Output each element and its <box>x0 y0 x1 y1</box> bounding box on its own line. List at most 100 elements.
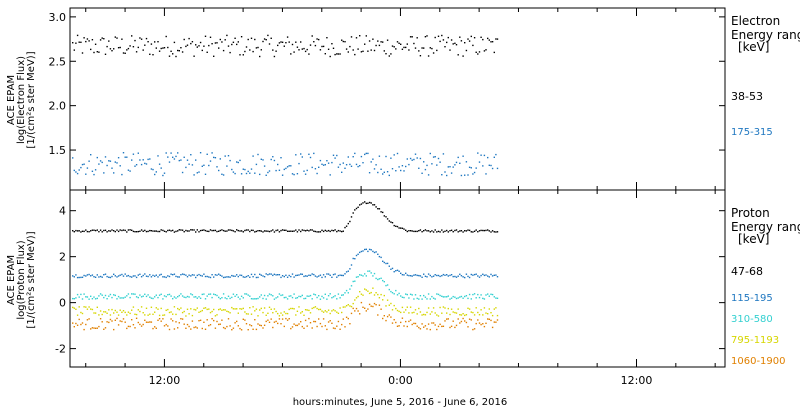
data-point <box>296 310 299 312</box>
data-point <box>155 171 157 173</box>
data-point <box>278 315 281 317</box>
data-point <box>121 320 123 323</box>
data-point <box>278 42 281 44</box>
data-point <box>359 251 361 254</box>
data-point <box>81 322 84 324</box>
data-point <box>405 272 407 274</box>
data-point <box>121 38 123 40</box>
data-point <box>218 296 220 299</box>
data-point <box>190 42 192 45</box>
data-point <box>252 50 254 53</box>
data-point <box>209 160 212 162</box>
data-point <box>94 229 97 232</box>
data-point <box>263 324 266 326</box>
data-point <box>304 275 307 277</box>
data-point <box>496 231 499 233</box>
data-point <box>98 231 100 233</box>
data-point <box>121 229 123 232</box>
data-point <box>85 229 87 231</box>
data-point <box>90 230 92 232</box>
data-point <box>216 314 218 316</box>
data-point <box>152 168 154 171</box>
data-point <box>300 41 302 43</box>
data-point <box>288 318 290 320</box>
data-point <box>431 322 433 324</box>
data-point <box>285 274 287 276</box>
data-point <box>436 231 438 233</box>
data-point <box>293 323 295 325</box>
data-point <box>221 297 223 299</box>
data-point <box>401 165 404 167</box>
data-point <box>365 152 367 155</box>
data-point <box>109 314 112 316</box>
data-point <box>191 274 194 276</box>
data-point <box>232 230 235 232</box>
data-point <box>229 312 231 314</box>
data-point <box>239 308 241 310</box>
data-point <box>416 37 418 39</box>
data-point <box>434 324 436 326</box>
data-point <box>163 172 166 174</box>
data-point <box>345 289 348 292</box>
data-point <box>373 272 376 275</box>
data-point <box>227 311 230 313</box>
data-point <box>423 326 425 328</box>
data-point <box>178 276 180 278</box>
data-point <box>167 275 169 277</box>
data-point <box>99 229 102 231</box>
data-point <box>281 174 284 176</box>
data-point <box>488 308 490 310</box>
data-point <box>280 41 282 43</box>
data-point <box>132 46 135 48</box>
data-point <box>462 313 464 315</box>
data-point <box>395 48 397 50</box>
data-point <box>447 295 449 297</box>
data-point <box>121 273 123 276</box>
data-point <box>382 260 384 262</box>
data-point <box>283 168 285 171</box>
proton-ylabel-line-2: log(Proton Flux) <box>16 240 27 319</box>
data-point <box>135 164 138 166</box>
data-point <box>277 296 279 298</box>
data-point <box>132 324 135 326</box>
data-point <box>275 310 277 313</box>
data-point <box>119 46 121 49</box>
x-ticks: 12:00 0:00 12:00 <box>85 8 716 387</box>
data-point <box>382 41 384 43</box>
data-point <box>393 154 395 156</box>
data-point <box>478 322 481 324</box>
proton-legend-series-1: 47-68 <box>731 265 763 278</box>
data-point <box>382 317 384 320</box>
data-point <box>226 165 228 167</box>
data-point <box>249 276 251 278</box>
data-point <box>477 293 479 296</box>
data-point <box>314 44 317 47</box>
data-point <box>360 203 363 205</box>
data-point <box>342 230 344 232</box>
data-point <box>306 229 308 231</box>
data-point <box>465 49 468 52</box>
data-point <box>263 165 266 167</box>
data-point <box>218 273 220 275</box>
data-point <box>426 164 428 167</box>
data-point <box>324 325 326 327</box>
data-point <box>145 230 148 233</box>
data-point <box>357 165 359 168</box>
data-point <box>239 159 241 162</box>
data-point <box>300 153 302 155</box>
data-point <box>158 50 161 52</box>
data-point <box>201 309 203 312</box>
data-point <box>81 52 84 54</box>
data-point <box>116 162 118 164</box>
data-point <box>442 296 445 298</box>
data-point <box>167 156 169 158</box>
data-point <box>362 162 364 164</box>
data-point <box>413 311 415 314</box>
data-point <box>309 274 312 277</box>
data-point <box>467 174 469 176</box>
data-point <box>135 276 138 279</box>
data-point <box>336 325 338 327</box>
data-point <box>168 229 171 231</box>
data-point <box>408 312 410 314</box>
data-point <box>360 274 363 276</box>
